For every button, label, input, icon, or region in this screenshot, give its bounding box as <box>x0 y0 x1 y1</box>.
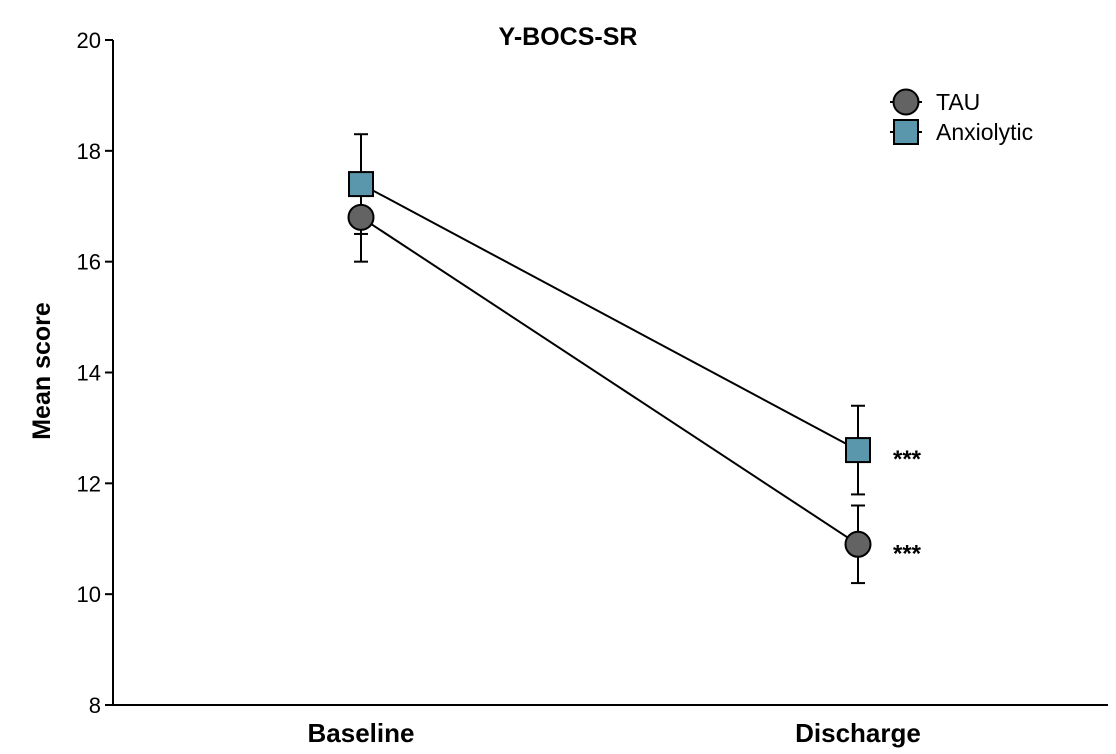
y-tick-label: 18 <box>77 139 101 164</box>
x-axis-labels: Baseline Discharge <box>308 718 921 748</box>
data-point-tau <box>347 203 375 231</box>
plot-area: *** *** <box>347 133 922 585</box>
series-line-tau <box>360 216 859 546</box>
data-point-tau <box>844 530 872 558</box>
y-tick-label: 20 <box>77 28 101 53</box>
y-tick-label: 12 <box>77 471 101 496</box>
legend-label: Anxiolytic <box>936 119 1033 145</box>
y-axis-label: Mean score <box>28 302 56 440</box>
y-axis-ticks: 8 10 12 14 16 18 20 <box>77 28 113 718</box>
y-tick-label: 14 <box>77 361 101 386</box>
y-tick-label: 8 <box>89 693 101 718</box>
chart-title: Y-BOCS-SR <box>499 23 638 51</box>
legend: TAU Anxiolytic <box>890 88 1033 145</box>
data-point-anxiolytic <box>348 171 374 198</box>
x-tick-label: Discharge <box>795 718 921 748</box>
y-tick-label: 10 <box>77 582 101 607</box>
legend-marker-tau <box>892 88 920 116</box>
y-tick-label: 16 <box>77 250 101 275</box>
data-point-anxiolytic <box>845 437 871 464</box>
significance-annotation: *** <box>893 446 922 473</box>
significance-annotation: *** <box>893 540 922 567</box>
legend-label: TAU <box>936 89 980 115</box>
x-tick-label: Baseline <box>308 718 415 748</box>
legend-marker-anxiolytic <box>893 119 919 145</box>
series-line-anxiolytic <box>360 183 859 451</box>
